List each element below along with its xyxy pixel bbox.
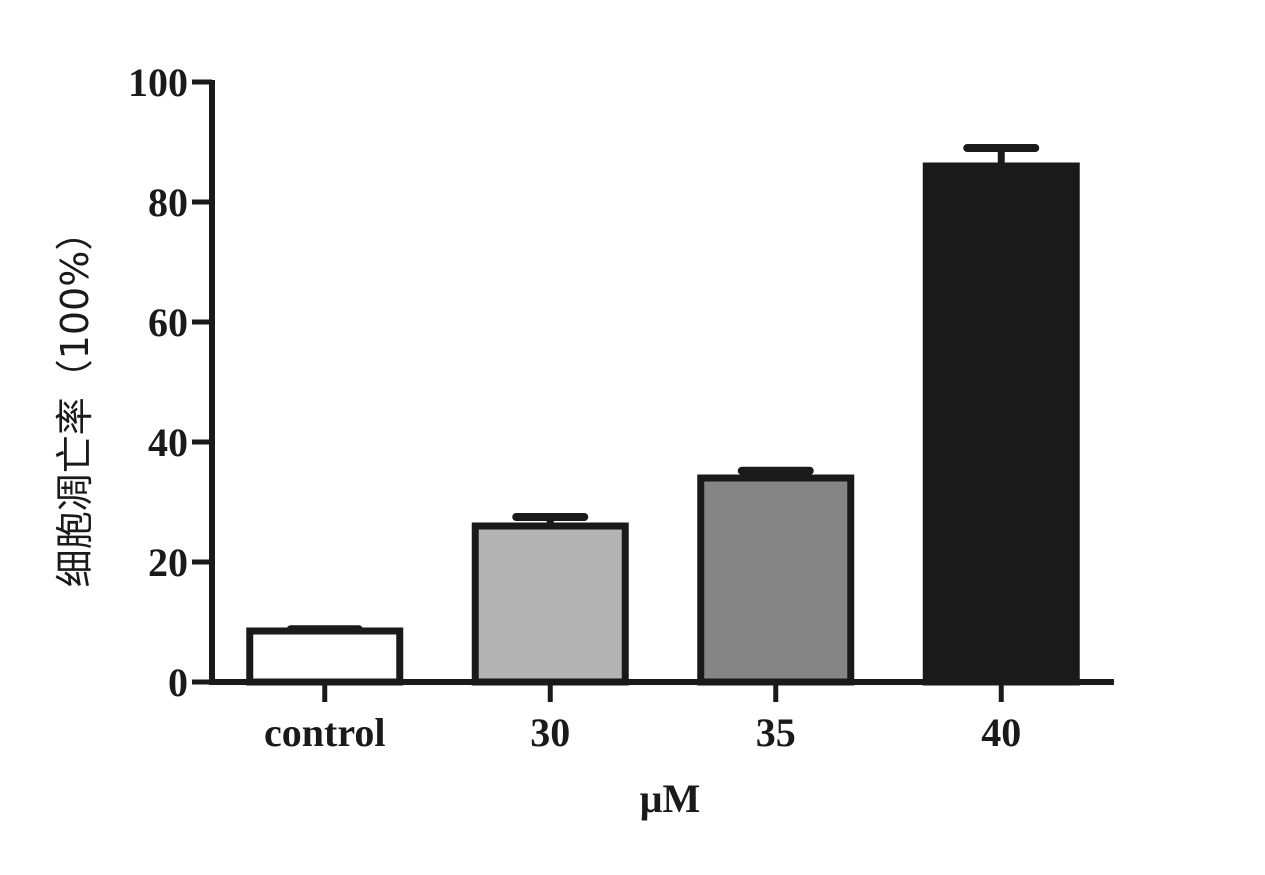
bar-40 <box>922 162 1080 686</box>
axes-layer: control 30 35 40 0 20 40 60 80 100 <box>128 60 1114 755</box>
bar-30 <box>471 522 629 686</box>
y-tick-label-40: 40 <box>148 420 188 465</box>
x-tick-label-control: control <box>264 710 385 755</box>
y-tick-label-100: 100 <box>128 60 188 105</box>
y-tick-label-20: 20 <box>148 540 188 585</box>
y-tick-label-0: 0 <box>168 660 188 705</box>
bar-35 <box>697 474 855 686</box>
x-axis-title: μM <box>640 776 700 821</box>
bar-control <box>246 627 404 686</box>
y-axis-title: 细胞凋亡率（100%） <box>53 213 97 588</box>
x-tick-label-40: 40 <box>981 710 1021 755</box>
bars-layer <box>246 144 1080 686</box>
x-tick-label-30: 30 <box>530 710 570 755</box>
x-tick-label-35: 35 <box>756 710 796 755</box>
y-tick-label-60: 60 <box>148 300 188 345</box>
y-tick-label-80: 80 <box>148 180 188 225</box>
